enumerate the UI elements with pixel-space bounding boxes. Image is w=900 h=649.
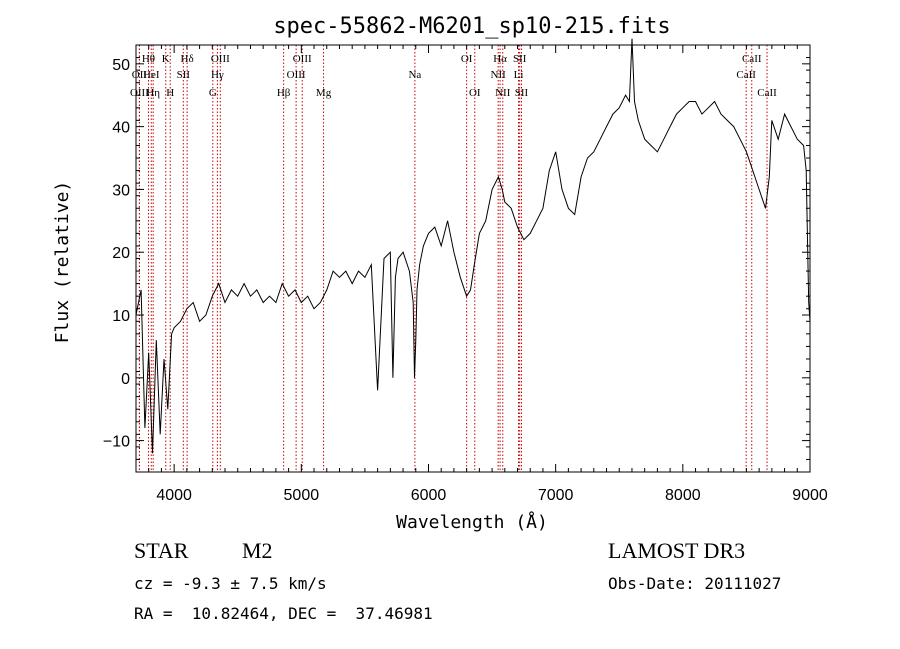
- x-tick-label-0: 4000: [156, 487, 192, 504]
- line-label-9: OIII: [211, 53, 230, 65]
- class-label: STAR: [134, 538, 189, 563]
- line-label-10: Hγ: [211, 69, 224, 81]
- line-label-25: CaII: [742, 53, 762, 65]
- line-label-26: CaII: [736, 69, 756, 81]
- line-label-13: OIII: [293, 53, 312, 65]
- line-label-6: SII: [177, 69, 191, 81]
- line-label-18: OI: [469, 87, 481, 99]
- redshift-text: cz = -9.3 ± 7.5 km/s: [134, 574, 327, 593]
- y-tick-label-1: 0: [121, 371, 130, 388]
- plot-frame: [135, 44, 811, 473]
- y-tick-label-0: −10: [103, 434, 130, 451]
- y-tick-label-5: 40: [112, 120, 130, 137]
- subclass-label: M2: [242, 538, 273, 563]
- x-axis-ticks: 4000 5000 6000 7000 8000 9000: [135, 45, 828, 504]
- y-tick-label-2: 10: [112, 308, 130, 325]
- obs-date-text: Obs-Date: 20111027: [608, 574, 782, 593]
- line-label-5: K: [162, 53, 170, 65]
- survey-label: LAMOST DR3: [608, 538, 746, 563]
- x-tick-label-4: 8000: [665, 487, 701, 504]
- line-label-8: Hδ: [181, 53, 194, 65]
- y-tick-label-4: 30: [112, 182, 130, 199]
- y-tick-label-6: 50: [112, 57, 130, 74]
- y-tick-label-3: 20: [112, 245, 130, 262]
- line-label-3: HeI: [143, 69, 160, 81]
- line-label-24: SII: [515, 87, 529, 99]
- line-label-20: NII: [491, 69, 507, 81]
- line-label-27: CaII: [757, 87, 777, 99]
- line-label-14: OIII: [287, 69, 306, 81]
- spectrum-line: [135, 38, 811, 454]
- line-label-12: Hβ: [277, 87, 291, 99]
- x-axis-label: Wavelength (Å): [396, 511, 548, 533]
- line-label-0: Hθ: [142, 53, 155, 65]
- spectral-line-markers: [138, 45, 768, 472]
- x-tick-label-5: 9000: [792, 487, 828, 504]
- line-label-2: OIII: [130, 87, 149, 99]
- y-axis-label: Flux (relative): [52, 181, 73, 344]
- line-label-11: G: [209, 87, 217, 99]
- line-label-16: Na: [408, 69, 421, 81]
- line-label-19: Hα: [493, 53, 507, 65]
- y-axis-ticks: −10 0 10 20 30 40 50: [103, 44, 810, 473]
- line-label-23: Li: [514, 69, 524, 81]
- x-tick-label-1: 5000: [284, 487, 320, 504]
- line-label-15: Mg: [316, 87, 332, 99]
- line-label-7: H: [166, 87, 174, 99]
- x-tick-label-2: 6000: [411, 487, 447, 504]
- coordinates-text: RA = 10.82464, DEC = 37.46981: [134, 604, 433, 623]
- chart-title: spec-55862-M6201_sp10-215.fits: [273, 14, 670, 39]
- line-label-21: NII: [495, 87, 511, 99]
- line-label-17: OI: [461, 53, 473, 65]
- line-label-4: Hη: [146, 87, 160, 99]
- x-tick-label-3: 7000: [538, 487, 574, 504]
- line-label-22: SII: [513, 53, 527, 65]
